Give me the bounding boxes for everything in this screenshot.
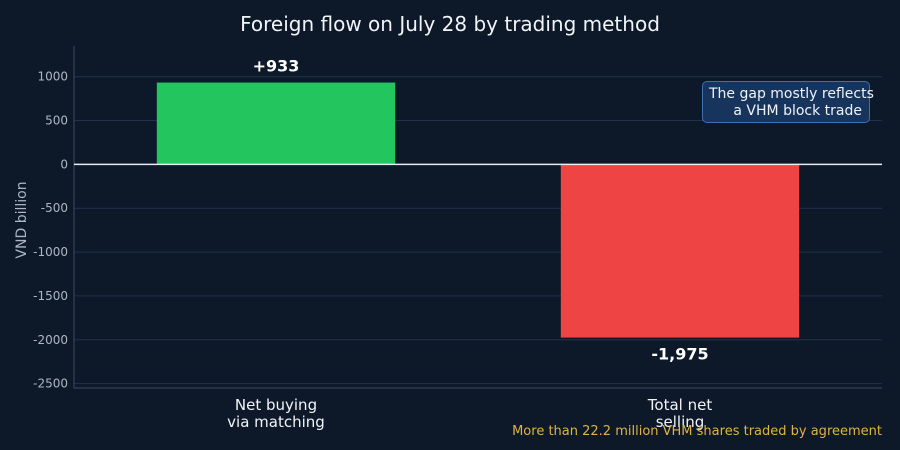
y-tick-label: -2000	[33, 333, 68, 347]
y-tick-label: -1000	[33, 245, 68, 259]
x-tick-label: Total net selling	[647, 396, 713, 431]
y-tick-label: 500	[45, 114, 68, 128]
x-tick-label-line: Net buying	[235, 396, 317, 414]
y-tick-label: 1000	[37, 70, 68, 84]
x-tick-label-line: via matching	[227, 413, 325, 431]
y-tick-label: 0	[60, 157, 68, 171]
y-tick-label: -2500	[33, 377, 68, 391]
x-tick-label: Net buying via matching	[227, 396, 325, 431]
footnote: More than 22.2 million VHM shares traded…	[512, 424, 882, 439]
bar	[156, 82, 396, 165]
chart-title: Foreign flow on July 28 by trading metho…	[240, 12, 660, 36]
annotation-line-1: The gap mostly reflects	[709, 86, 874, 102]
x-tick-label-line: selling	[656, 413, 705, 431]
y-tick-label: -500	[41, 201, 68, 215]
annotation-line-2: a VHM block trade	[733, 103, 862, 119]
x-tick-label-line: Total net	[647, 396, 713, 414]
annotation-box: The gap mostly reflects a VHM block trad…	[702, 81, 874, 123]
data-label: +933	[253, 57, 300, 76]
data-label: -1,975	[651, 345, 708, 364]
bar	[560, 164, 800, 338]
y-tick-label: -1500	[33, 289, 68, 303]
